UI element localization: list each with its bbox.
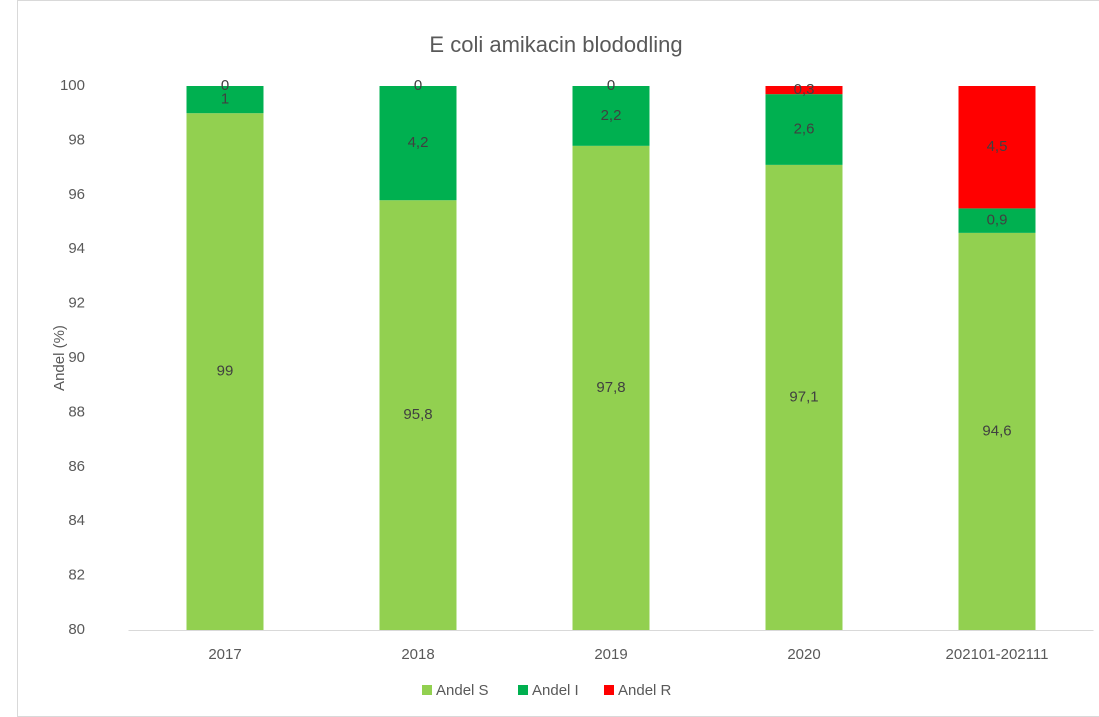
bar-segment bbox=[765, 164, 843, 630]
bar-segment bbox=[958, 232, 1036, 630]
bar-segment bbox=[958, 208, 1036, 233]
bar-segment bbox=[186, 113, 264, 630]
y-axis-label: Andel (%) bbox=[51, 325, 68, 391]
x-tick-label: 202101-202111 bbox=[946, 646, 1049, 663]
value-label: 97,1 bbox=[789, 388, 818, 405]
value-label: 2,2 bbox=[601, 107, 622, 124]
x-tick-label: 2018 bbox=[401, 646, 434, 663]
y-tick-label: 84 bbox=[68, 512, 85, 529]
value-label: 94,6 bbox=[982, 422, 1011, 439]
value-label: 0,3 bbox=[794, 81, 815, 98]
bar-segment bbox=[572, 86, 650, 146]
y-tick-label: 88 bbox=[68, 403, 85, 420]
bar-segment bbox=[186, 86, 264, 114]
value-label: 2,6 bbox=[794, 120, 815, 137]
legend-swatch bbox=[422, 685, 432, 695]
bar-segment bbox=[958, 86, 1036, 209]
y-tick-label: 82 bbox=[68, 567, 85, 584]
bar-segment bbox=[379, 200, 457, 631]
value-label: 97,8 bbox=[596, 379, 625, 396]
chart-title: E coli amikacin blododling bbox=[429, 32, 682, 57]
bar-segment bbox=[765, 86, 843, 95]
y-tick-label: 80 bbox=[68, 621, 85, 638]
y-tick-label: 98 bbox=[68, 131, 85, 148]
x-tick-label: 2017 bbox=[208, 646, 241, 663]
legend-swatch bbox=[518, 685, 528, 695]
value-label: 0 bbox=[414, 77, 422, 94]
y-tick-label: 96 bbox=[68, 186, 85, 203]
y-tick-label: 90 bbox=[68, 349, 85, 366]
bar-segment bbox=[572, 145, 650, 630]
x-tick-label: 2019 bbox=[594, 646, 627, 663]
legend-label: Andel S bbox=[436, 682, 489, 699]
legend-label: Andel R bbox=[618, 682, 672, 699]
legend-label: Andel I bbox=[532, 682, 579, 699]
value-label: 99 bbox=[217, 363, 234, 380]
value-label: 95,8 bbox=[403, 406, 432, 423]
y-tick-label: 94 bbox=[68, 240, 85, 257]
value-label: 4,5 bbox=[987, 138, 1008, 155]
chart-frame bbox=[17, 0, 1099, 717]
x-tick-label: 2020 bbox=[787, 646, 820, 663]
legend-swatch bbox=[604, 685, 614, 695]
y-tick-label: 100 bbox=[60, 77, 85, 94]
value-label: 0,9 bbox=[987, 212, 1008, 229]
y-tick-label: 92 bbox=[68, 295, 85, 312]
value-label: 4,2 bbox=[408, 134, 429, 151]
y-tick-label: 86 bbox=[68, 458, 85, 475]
value-label: 1 bbox=[221, 91, 229, 108]
value-label: 0 bbox=[607, 77, 615, 94]
bar-segment bbox=[765, 94, 843, 165]
value-label: 0 bbox=[221, 77, 229, 94]
bar-segment bbox=[379, 86, 457, 201]
